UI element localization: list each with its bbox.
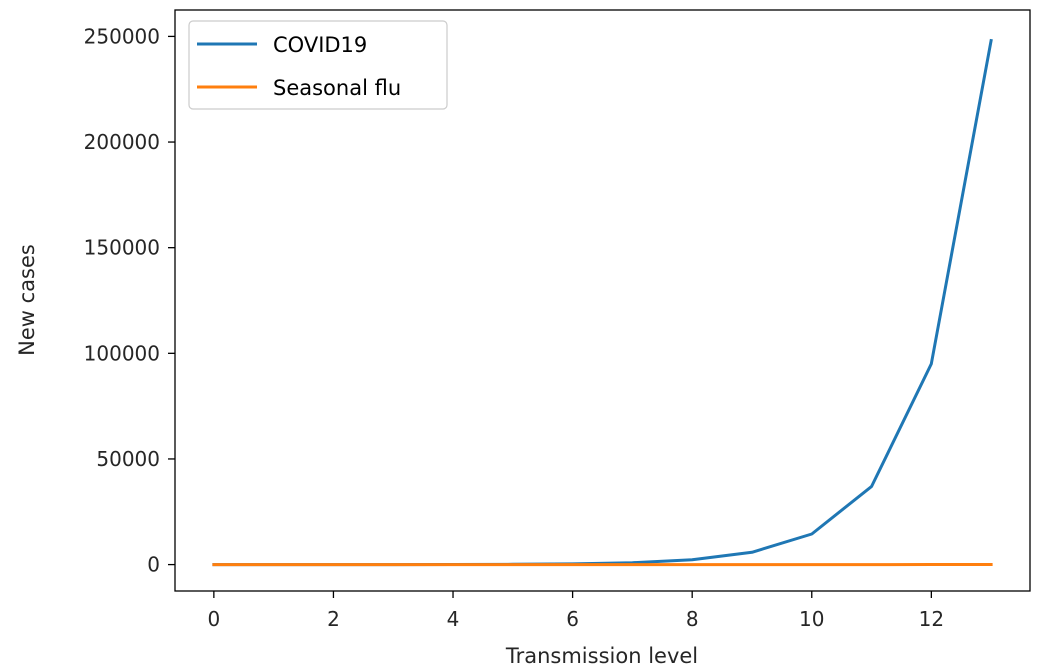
y-tick-label: 0	[147, 553, 160, 577]
x-tick-label: 4	[447, 607, 460, 631]
y-tick-label: 100000	[84, 341, 160, 365]
y-axis-title: New cases	[15, 244, 39, 356]
x-tick-label: 2	[327, 607, 340, 631]
x-axis: 0 2 4 6 8 10 12	[207, 591, 944, 631]
series-layer	[212, 38, 993, 567]
y-tick-label: 250000	[84, 24, 160, 48]
x-tick-label: 10	[799, 607, 824, 631]
plot-area-frame	[174, 9, 1031, 592]
legend: COVID19 Seasonal flu	[188, 20, 448, 110]
series-line-covid19	[212, 38, 993, 567]
x-tick-label: 12	[919, 607, 944, 631]
legend-label-seasonal-flu: Seasonal flu	[273, 76, 401, 100]
legend-label-covid19: COVID19	[273, 33, 367, 57]
x-axis-title: Transmission level	[505, 644, 698, 668]
y-axis: 0 50000 100000 150000 200000 250000	[84, 24, 175, 577]
y-tick-label: 150000	[84, 236, 160, 260]
x-tick-label: 6	[566, 607, 579, 631]
y-tick-label: 200000	[84, 130, 160, 154]
y-tick-label: 50000	[96, 447, 160, 471]
x-tick-label: 8	[686, 607, 699, 631]
x-tick-label: 0	[207, 607, 220, 631]
